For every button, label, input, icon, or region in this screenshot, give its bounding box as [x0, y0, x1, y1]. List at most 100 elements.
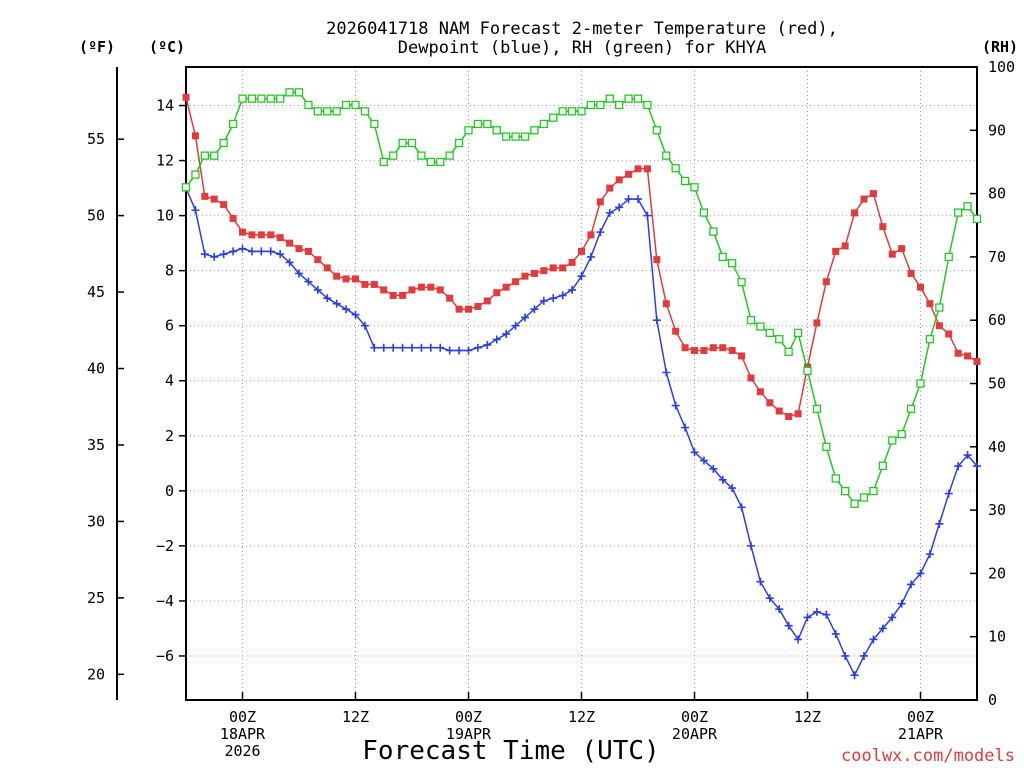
temperature-point: [229, 214, 237, 222]
dewpoint-point: [954, 462, 963, 471]
rh-point: [652, 126, 661, 135]
dewpoint-point: [426, 343, 435, 352]
dewpoint-point: [803, 613, 812, 622]
dewpoint-point: [850, 671, 859, 680]
dewpoint-point: [408, 343, 416, 352]
rh-point: [878, 461, 887, 470]
series-line: [185, 91, 978, 505]
dewpoint-point: [539, 296, 548, 305]
time-tick-label: 18APR: [220, 725, 266, 743]
dewpoint-point: [492, 335, 501, 344]
rh-point: [341, 100, 351, 110]
rh-point: [520, 132, 530, 141]
rh-tick-label: 0: [988, 691, 997, 709]
temperature-point: [954, 349, 962, 357]
temperature-point: [333, 272, 341, 280]
fahrenheit-tick-label: 40: [87, 360, 105, 378]
rh-point: [737, 278, 746, 287]
dewpoint-point: [973, 462, 981, 471]
celsius-tick-label: 4: [165, 372, 174, 390]
rh-point: [690, 183, 699, 192]
rh-point: [426, 157, 435, 167]
rh-point: [332, 107, 341, 116]
rh-point: [709, 227, 718, 236]
temperature-point: [474, 302, 482, 310]
chart-title: 2026041718 NAM Forecast 2-meter Temperat…: [326, 19, 838, 58]
celsius-tick-label: −6: [156, 647, 174, 665]
dewpoint-point: [379, 343, 388, 352]
rh-tick-label: 70: [988, 248, 1006, 266]
rh-tick-label: 20: [988, 564, 1006, 582]
dewpoint-point: [699, 456, 708, 465]
rh-point: [728, 259, 737, 268]
temperature-point: [898, 245, 906, 253]
time-tick-label: 00Z: [681, 708, 708, 726]
dewpoint-point: [916, 569, 925, 578]
dewpoint-point: [577, 272, 586, 281]
dewpoint-point: [219, 250, 228, 259]
rh-point: [812, 404, 822, 413]
fahrenheit-tick-label: 35: [87, 436, 105, 454]
temperature-point: [182, 93, 190, 101]
dewpoint-point: [483, 340, 492, 349]
rh-point: [530, 126, 539, 135]
dewpoint-point: [266, 247, 275, 256]
dewpoint-point: [860, 651, 868, 660]
dewpoint-point: [671, 401, 680, 410]
temperature-point: [822, 278, 830, 286]
temperature-point: [342, 275, 350, 283]
rh-point: [935, 303, 944, 312]
dewpoint-point: [586, 252, 595, 261]
temperature-point: [738, 352, 746, 360]
dewpoint-point: [831, 629, 840, 638]
rh-point: [605, 94, 614, 103]
x-axis-title: Forecast Time (UTC): [362, 736, 659, 766]
dewpoint-point: [521, 313, 529, 322]
temperature-point: [794, 410, 802, 418]
rh-point: [360, 107, 370, 116]
rh-point: [793, 328, 803, 338]
dewpoint-point: [841, 651, 850, 660]
dewpoint-point: [775, 605, 784, 614]
temperature-point: [417, 283, 425, 291]
rh-point: [869, 486, 878, 496]
rh-point: [200, 151, 209, 160]
fahrenheit-unit-label: (ºF): [79, 38, 115, 56]
rh-point: [191, 170, 200, 179]
dewpoint-point: [812, 607, 821, 616]
dewpoint-point: [897, 599, 906, 608]
temperature-point: [747, 374, 755, 382]
temperature-point: [370, 280, 378, 288]
rh-point: [304, 100, 313, 110]
temperature-point: [709, 344, 717, 352]
rh-point: [379, 157, 388, 167]
temperature-point: [239, 228, 246, 236]
fahrenheit-tick-label: 50: [87, 207, 105, 225]
temperature-point: [352, 275, 359, 283]
dewpoint-point: [784, 621, 793, 630]
dewpoint-point: [502, 329, 511, 338]
temperature-point: [643, 165, 651, 173]
rh-point: [680, 176, 690, 186]
dewpoint-point: [191, 206, 200, 215]
temperature-point: [653, 256, 661, 264]
fahrenheit-tick-label: 55: [87, 130, 105, 148]
temperature-point: [267, 231, 275, 239]
rh-point: [558, 107, 567, 116]
dewpoint-point: [530, 305, 539, 314]
rh-point: [746, 316, 756, 325]
dewpoint-point: [351, 310, 360, 319]
rh-point: [266, 94, 275, 103]
dewpoint-point: [681, 423, 690, 432]
rh-point: [596, 100, 605, 110]
rh-point: [859, 493, 869, 502]
rh-point: [699, 208, 709, 217]
dewpoint-point: [944, 489, 953, 498]
temperature-point: [719, 344, 727, 352]
temperature-point: [587, 231, 595, 239]
dewpoint-point: [323, 294, 332, 303]
rh-point: [841, 486, 850, 496]
temperature-point: [286, 239, 294, 247]
temperature-point: [295, 245, 303, 253]
dewpoint-point: [332, 299, 341, 308]
